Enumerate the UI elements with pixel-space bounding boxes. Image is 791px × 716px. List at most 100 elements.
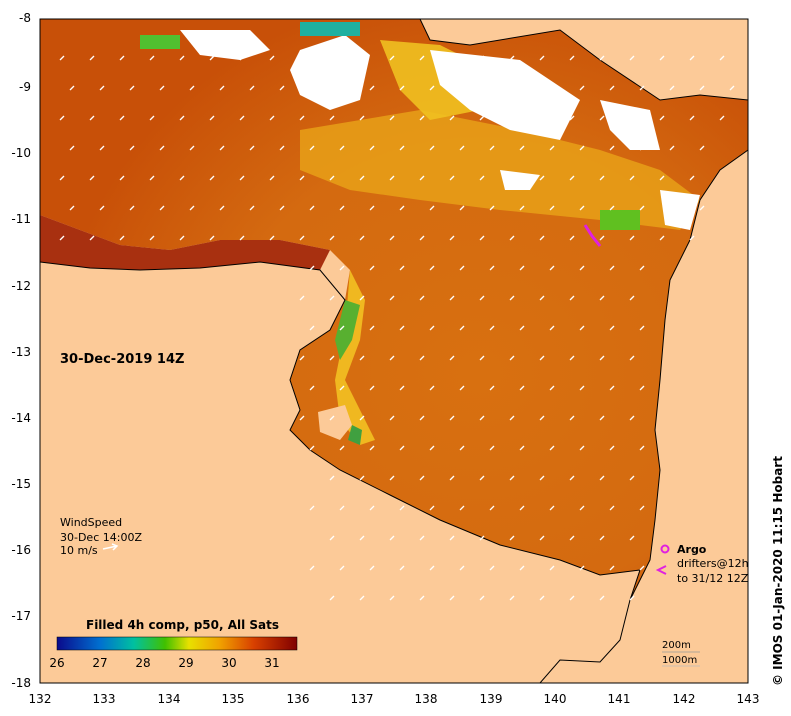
wind-arrow: [639, 265, 645, 271]
wind-arrow: [449, 475, 455, 481]
wind-arrow: [359, 355, 365, 361]
wind-arrow: [519, 205, 525, 211]
wind-arrow: [459, 85, 465, 91]
arnhem-land: [40, 262, 640, 683]
wind-arrow: [309, 565, 315, 571]
wind-arrow: [629, 295, 635, 301]
wind-arrow: [719, 55, 725, 61]
wind-arrow: [459, 205, 465, 211]
wind-arrow: [309, 85, 315, 91]
cloud-gap-1: [290, 35, 370, 110]
wind-arrow: [149, 235, 155, 241]
wind-arrow: [389, 235, 395, 241]
wind-arrow: [389, 295, 395, 301]
wind-arrow: [119, 55, 125, 61]
wind-arrow: [639, 565, 645, 571]
wind-arrow: [99, 205, 105, 211]
wind-arrow: [339, 565, 345, 571]
wind-arrow: [459, 145, 465, 151]
colorbar-tick: 30: [221, 656, 237, 670]
wind-arrow: [639, 445, 645, 451]
wind-arrow: [689, 55, 695, 61]
colorbar-tick: 27: [92, 656, 108, 670]
wind-arrow: [509, 295, 515, 301]
drifters-label-2: to 31/12 12Z: [677, 572, 749, 585]
wind-arrow: [359, 415, 365, 421]
wind-arrow: [419, 295, 425, 301]
wind-arrow: [359, 475, 365, 481]
wind-arrow: [419, 415, 425, 421]
wind-arrow: [419, 115, 425, 121]
wind-arrow: [269, 235, 275, 241]
yellow-west-gulf-coast: [335, 270, 375, 445]
wind-arrow: [539, 175, 545, 181]
y-tick: -18: [11, 676, 31, 690]
wind-arrow: [399, 325, 405, 331]
wind-arrow: [429, 385, 435, 391]
wind-arrow: [509, 595, 515, 601]
cloud-gap-6: [660, 190, 700, 230]
wind-arrow: [399, 445, 405, 451]
wind-arrow: [179, 115, 185, 121]
cloud-gap-4: [600, 100, 660, 150]
wind-arrow: [579, 565, 585, 571]
wind-arrow: [309, 265, 315, 271]
wind-arrow: [659, 235, 665, 241]
wind-arrow: [579, 385, 585, 391]
wind-arrow: [359, 115, 365, 121]
wind-arrow: [189, 205, 195, 211]
wind-arrow: [189, 145, 195, 151]
wind-arrow: [569, 595, 575, 601]
wind-title: WindSpeed: [60, 516, 123, 529]
wind-arrow: [389, 175, 395, 181]
wind-arrow: [299, 115, 305, 121]
wind-arrow: [339, 385, 345, 391]
wind-arrow: [239, 175, 245, 181]
wind-arrow: [159, 145, 165, 151]
wind-arrow: [579, 85, 585, 91]
wind-arrow: [489, 265, 495, 271]
wind-arrow: [539, 415, 545, 421]
wind-arrow: [329, 415, 335, 421]
wind-arrow: [579, 325, 585, 331]
wind-arrow: [519, 565, 525, 571]
wind-arrow: [239, 55, 245, 61]
wind-arrow: [369, 565, 375, 571]
y-tick: -12: [11, 279, 31, 293]
wind-arrow: [89, 115, 95, 121]
wind-arrow: [569, 55, 575, 61]
wind-arrow: [489, 505, 495, 511]
wind-arrow: [399, 145, 405, 151]
wind-arrow: [369, 445, 375, 451]
wind-arrow: [399, 505, 405, 511]
wind-arrow: [429, 85, 435, 91]
wind-arrow: [399, 85, 405, 91]
wind-arrow: [59, 235, 65, 241]
x-tick: 132: [28, 692, 52, 706]
wind-arrow: [659, 115, 665, 121]
wind-arrow: [449, 295, 455, 301]
wind-arrow: [459, 325, 465, 331]
wind-arrow: [369, 265, 375, 271]
green-patch-east: [600, 210, 640, 230]
wind-arrow: [449, 355, 455, 361]
wind-arrow: [549, 445, 555, 451]
wind-arrow: [539, 55, 545, 61]
wind-arrow: [569, 295, 575, 301]
wind-arrow: [429, 445, 435, 451]
wind-scale-arrow: [102, 545, 118, 550]
wind-arrow: [629, 355, 635, 361]
wind-arrow: [539, 475, 545, 481]
wind-arrow: [99, 145, 105, 151]
wind-arrow: [429, 325, 435, 331]
wind-arrow: [429, 565, 435, 571]
wind-arrow: [359, 535, 365, 541]
wind-scale-label: 10 m/s: [60, 544, 98, 557]
wind-arrow: [299, 175, 305, 181]
wind-arrow: [119, 175, 125, 181]
y-tick: -10: [11, 146, 31, 160]
wind-arrow: [279, 85, 285, 91]
wind-arrow: [419, 535, 425, 541]
wind-arrow: [309, 325, 315, 331]
